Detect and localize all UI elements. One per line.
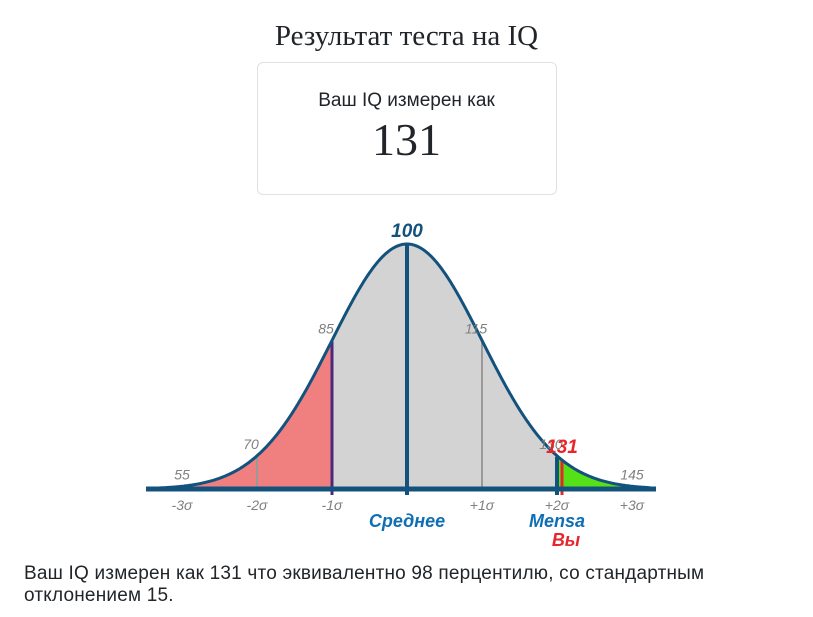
axis-tick-label: +2σ <box>544 497 569 513</box>
axis-tick-label: +1σ <box>469 497 494 513</box>
region-fill-left-tail-below-85 <box>150 340 332 489</box>
result-card-label: Ваш IQ измерен как <box>318 90 495 111</box>
result-card-value: 131 <box>372 114 441 165</box>
axis-tick-label: -2σ <box>246 497 267 513</box>
marker-label-100: 100 <box>391 223 423 242</box>
summary-text: Ваш IQ измерен как 131 что эквивалентно … <box>24 563 705 606</box>
region-fill-right-tail-mensa-above-130 <box>556 455 650 489</box>
iq-bell-curve-chart: -3σ -2σ -1σ +1σ +2σ +3σ 55 70 85 100 115 130 131 145 С… <box>137 221 677 560</box>
distribution-curve <box>149 242 651 490</box>
result-card: Ваш IQ измерен как 131 <box>256 62 557 195</box>
marker-label-55: 55 <box>174 466 190 482</box>
marker-label-131: 131 <box>546 437 578 458</box>
iq-result-page: Результат теста на IQ Ваш IQ измерен как… <box>0 20 813 607</box>
page-title: Результат теста на IQ <box>274 20 539 52</box>
below-axis-label-Вы: Вы <box>551 530 580 550</box>
axis-tick-label: -3σ <box>171 497 192 513</box>
axis-tick-label: +3σ <box>619 497 644 513</box>
marker-label-130: 130 <box>539 436 563 452</box>
below-axis-label-Mensa: Mensa <box>528 511 584 531</box>
marker-label-145: 145 <box>620 466 644 482</box>
region-fill-middle-85-130 <box>331 244 557 489</box>
marker-label-85: 85 <box>318 320 334 336</box>
marker-label-70: 70 <box>243 436 259 452</box>
axis-tick-label: -1σ <box>321 497 342 513</box>
below-axis-label-Среднее: Среднее <box>368 511 444 531</box>
marker-label-115: 115 <box>464 320 487 336</box>
